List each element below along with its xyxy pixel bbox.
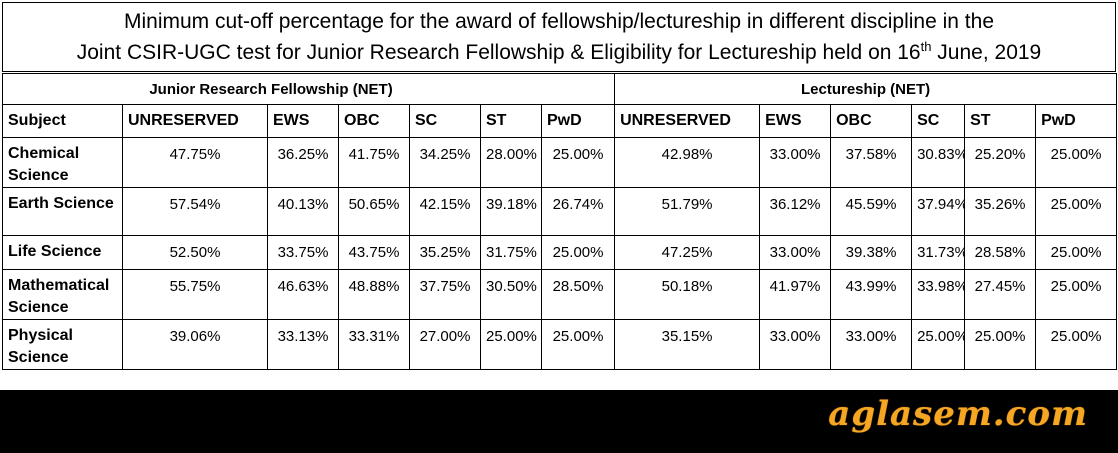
value-cell: 36.25%: [267, 137, 339, 188]
title-line-2-prefix: Joint CSIR-UGC test for Junior Research …: [76, 41, 921, 64]
value-cell: 35.26%: [964, 187, 1037, 236]
table-row: Chemical Science 47.75% 36.25% 41.75% 34.25%…: [2, 137, 1118, 188]
group-header-lectureship: Lectureship (NET): [614, 73, 1118, 105]
value-cell: 43.99%: [830, 269, 913, 320]
value-cell: 33.31%: [338, 319, 410, 370]
value-cell: 41.75%: [338, 137, 410, 188]
value-cell: 35.25%: [409, 235, 481, 270]
value-cell: 51.79%: [614, 187, 761, 236]
title-line-2-sup: th: [920, 39, 932, 54]
value-cell: 25.00%: [540, 137, 616, 188]
column-header: OBC: [338, 104, 410, 138]
column-header: OBC: [830, 104, 913, 138]
value-cell: 40.13%: [267, 187, 339, 236]
table-row: Mathematical Science 55.75% 46.63% 48.88% 37…: [2, 269, 1118, 320]
value-cell: 25.00%: [540, 319, 616, 370]
value-cell: 33.00%: [830, 319, 913, 370]
title-line-2-suffix: June, 2019: [931, 41, 1042, 64]
value-cell: 45.59%: [830, 187, 913, 236]
value-cell: 50.65%: [338, 187, 410, 236]
value-cell: 46.63%: [267, 269, 339, 320]
subject-cell: Chemical Science: [2, 137, 123, 188]
column-header: UNRESERVED: [614, 104, 761, 138]
subject-cell: Physical Science: [2, 319, 123, 370]
value-cell: 25.00%: [1035, 269, 1118, 320]
value-cell: 48.88%: [338, 269, 410, 320]
group-header-jrf: Junior Research Fellowship (NET): [1, 73, 616, 105]
document-title: Minimum cut-off percentage for the award…: [2, 2, 1116, 72]
value-cell: 33.98%: [911, 269, 966, 320]
brand-bar: aglasem.com: [0, 390, 1118, 453]
value-cell: 47.25%: [614, 235, 761, 270]
value-cell: 28.50%: [540, 269, 616, 320]
value-cell: 33.75%: [267, 235, 339, 270]
value-cell: 25.00%: [480, 319, 542, 370]
value-cell: 42.15%: [409, 187, 481, 236]
value-cell: 28.58%: [964, 235, 1037, 270]
value-cell: 30.83%: [911, 137, 966, 188]
cutoff-document: Minimum cut-off percentage for the award…: [1, 2, 1118, 370]
title-line-2: Joint CSIR-UGC test for Junior Research …: [3, 37, 1115, 68]
subject-cell: Earth Science: [2, 187, 123, 236]
value-cell: 25.00%: [540, 235, 616, 270]
value-cell: 26.74%: [540, 187, 616, 236]
value-cell: 33.13%: [267, 319, 339, 370]
column-header: SC: [409, 104, 481, 138]
value-cell: 25.00%: [1035, 187, 1118, 236]
value-cell: 52.50%: [122, 235, 268, 270]
value-cell: 31.75%: [480, 235, 542, 270]
value-cell: 37.94%: [911, 187, 966, 236]
value-cell: 43.75%: [338, 235, 410, 270]
value-cell: 37.75%: [409, 269, 481, 320]
cutoff-table: Junior Research Fellowship (NET) Lecture…: [1, 73, 1118, 370]
value-cell: 33.00%: [759, 235, 832, 270]
column-header: PwD: [1035, 104, 1118, 138]
value-cell: 28.00%: [480, 137, 542, 188]
value-cell: 25.00%: [911, 319, 966, 370]
table-body: Chemical Science 47.75% 36.25% 41.75% 34.25%…: [2, 137, 1118, 370]
value-cell: 36.12%: [759, 187, 832, 236]
column-header: UNRESERVED: [122, 104, 268, 138]
table-row: Life Science 52.50% 33.75% 43.75% 35.25% 31.7…: [2, 235, 1118, 270]
column-header: EWS: [267, 104, 339, 138]
value-cell: 55.75%: [122, 269, 268, 320]
column-header: PwD: [540, 104, 616, 138]
value-cell: 37.58%: [830, 137, 913, 188]
table-row: Physical Science 39.06% 33.13% 33.31% 27.00%…: [2, 319, 1118, 370]
value-cell: 34.25%: [409, 137, 481, 188]
value-cell: 35.15%: [614, 319, 761, 370]
column-header: Subject: [2, 104, 123, 138]
value-cell: 33.00%: [759, 137, 832, 188]
value-cell: 25.20%: [964, 137, 1037, 188]
value-cell: 39.18%: [480, 187, 542, 236]
brand-logo: aglasem.com: [828, 394, 1088, 434]
column-header: EWS: [759, 104, 832, 138]
column-header: SC: [911, 104, 966, 138]
value-cell: 30.50%: [480, 269, 542, 320]
table-row: Earth Science 57.54% 40.13% 50.65% 42.15% 39.…: [2, 187, 1118, 236]
value-cell: 39.38%: [830, 235, 913, 270]
column-header: ST: [964, 104, 1037, 138]
value-cell: 27.45%: [964, 269, 1037, 320]
value-cell: 33.00%: [759, 319, 832, 370]
value-cell: 42.98%: [614, 137, 761, 188]
column-header: ST: [480, 104, 542, 138]
subject-cell: Life Science: [2, 235, 123, 270]
value-cell: 27.00%: [409, 319, 481, 370]
column-header-row: Subject UNRESERVED EWS OBC SC ST PwD UNRESERVED…: [2, 104, 1118, 138]
subject-cell: Mathematical Science: [2, 269, 123, 320]
value-cell: 39.06%: [122, 319, 268, 370]
value-cell: 47.75%: [122, 137, 268, 188]
value-cell: 57.54%: [122, 187, 268, 236]
value-cell: 25.00%: [1035, 235, 1118, 270]
value-cell: 41.97%: [759, 269, 832, 320]
value-cell: 50.18%: [614, 269, 761, 320]
title-line-1: Minimum cut-off percentage for the award…: [123, 10, 994, 33]
value-cell: 25.00%: [1035, 137, 1118, 188]
value-cell: 25.00%: [1035, 319, 1118, 370]
value-cell: 31.73%: [911, 235, 966, 270]
value-cell: 25.00%: [964, 319, 1037, 370]
